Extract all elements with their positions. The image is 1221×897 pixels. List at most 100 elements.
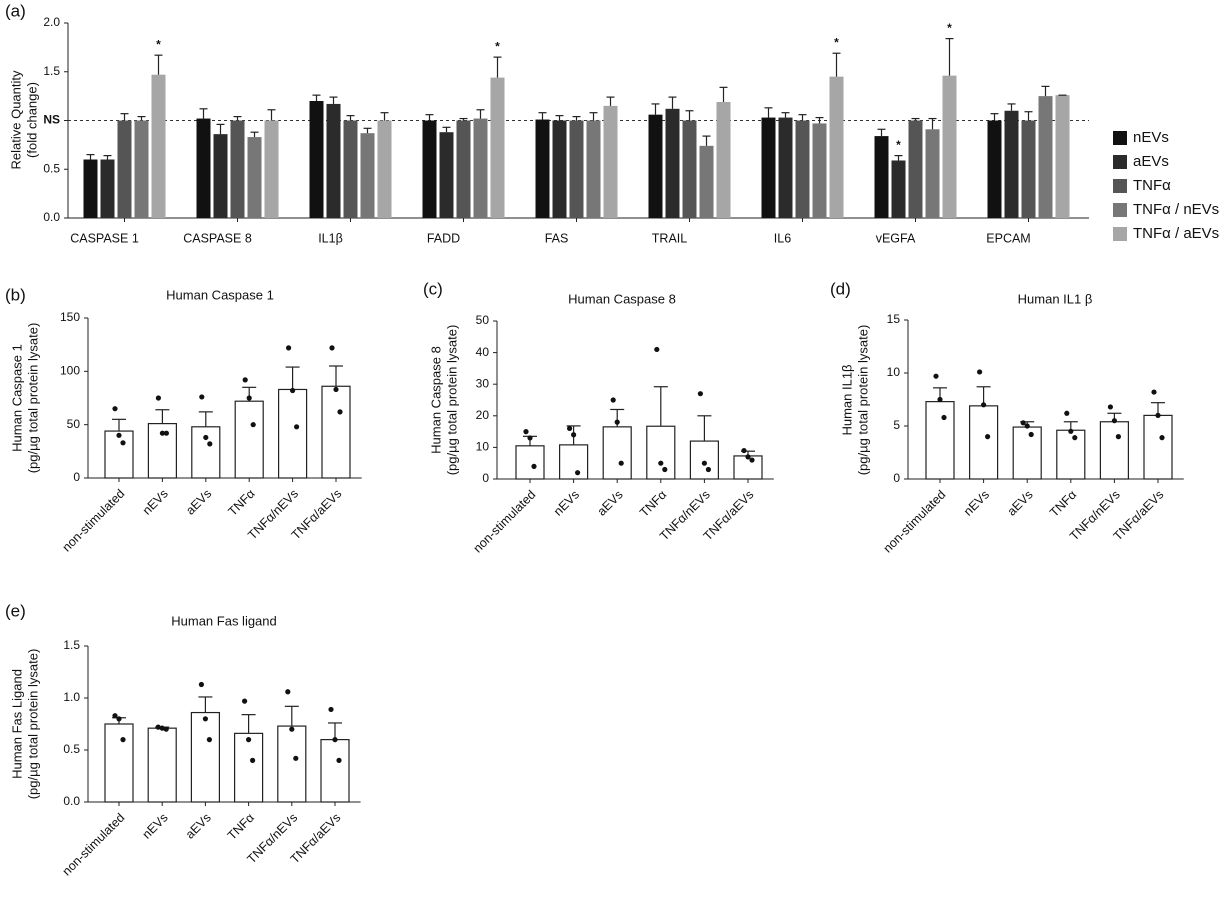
bar: [343, 120, 358, 218]
bar: [321, 385, 351, 479]
x-tick-label: IL6: [774, 231, 791, 245]
bar: [134, 120, 149, 218]
data-point: [120, 440, 126, 446]
data-point: [293, 755, 299, 761]
y-tick-label: 15: [887, 312, 901, 326]
bar: [439, 132, 454, 218]
bar: [360, 133, 375, 218]
x-tick-label: non-stimulated: [60, 487, 128, 555]
data-point: [207, 441, 213, 447]
bar: [812, 123, 827, 218]
bar: [377, 120, 392, 218]
y-axis-label: Human Caspase 1: [9, 344, 24, 452]
x-tick-label: FAS: [545, 231, 569, 245]
data-point: [1151, 389, 1157, 395]
data-point: [571, 432, 577, 438]
bar: [1021, 120, 1036, 218]
data-point: [290, 387, 296, 394]
data-point: [941, 414, 947, 421]
bar: [100, 159, 115, 218]
legend-swatch: [1113, 203, 1127, 217]
bar: [1004, 110, 1019, 218]
chart-title: Human Caspase 1: [166, 287, 274, 302]
data-point: [159, 430, 165, 436]
y-tick-label: 150: [60, 310, 80, 324]
data-point: [933, 373, 939, 379]
annotation: *: [156, 37, 161, 51]
y-tick-label: 40: [476, 345, 490, 359]
y-tick-label: 0: [482, 471, 489, 485]
data-point: [1020, 420, 1026, 426]
bar: [104, 723, 134, 803]
data-point: [1155, 412, 1161, 418]
y-axis-label: Human IL1β: [839, 364, 854, 435]
y-tick-label: 100: [60, 364, 80, 378]
data-point: [1024, 423, 1030, 429]
panel-label: (c): [423, 279, 443, 298]
bar: [277, 725, 307, 803]
y-axis-label: (pg/µg total protein lysate): [855, 325, 870, 476]
x-tick-label: CASPASE 1: [70, 231, 139, 245]
x-tick-label: nEVs: [551, 488, 582, 519]
legend-swatch: [1113, 227, 1127, 241]
data-point: [333, 386, 339, 393]
annotation: *: [947, 21, 952, 35]
y-tick-label: 0.0: [63, 794, 80, 808]
bar: [602, 426, 632, 480]
data-point: [741, 447, 747, 454]
data-point: [163, 726, 169, 732]
data-point: [242, 698, 248, 704]
bar: [456, 120, 471, 218]
data-point: [285, 689, 291, 695]
y-axis-label: (pg/µg total protein lysate): [25, 323, 40, 474]
legend-swatch: [1113, 131, 1127, 145]
data-point: [206, 737, 212, 743]
bar: [552, 120, 567, 218]
data-point: [745, 454, 751, 460]
bar: [326, 103, 341, 218]
data-point: [575, 470, 581, 476]
bar: [320, 738, 350, 803]
data-point: [977, 369, 983, 375]
bar: [558, 444, 589, 480]
data-point: [697, 391, 704, 397]
annotation: *: [495, 39, 500, 53]
bar: [535, 119, 550, 218]
data-point: [1159, 435, 1165, 441]
bar: [908, 120, 923, 218]
data-point: [985, 434, 991, 440]
data-point: [527, 435, 533, 441]
y-tick-label: 10: [887, 365, 901, 379]
bar: [490, 77, 505, 218]
data-point: [1111, 418, 1117, 424]
data-point: [662, 466, 668, 473]
data-point: [531, 463, 537, 469]
bar: [117, 120, 132, 218]
data-point: [242, 377, 248, 383]
x-tick-label: TNFα: [225, 811, 257, 843]
legend-label: TNFα / nEVs: [1133, 201, 1219, 218]
data-point: [116, 716, 122, 722]
data-point: [336, 757, 342, 764]
x-tick-label: aEVs: [1005, 488, 1036, 519]
data-point: [332, 737, 338, 743]
bar: [104, 430, 134, 479]
panel-label: (e): [5, 601, 26, 620]
y-tick-label: 5: [893, 418, 900, 432]
data-point: [289, 726, 295, 732]
legend-label: nEVs: [1133, 129, 1169, 146]
data-point: [112, 713, 118, 719]
data-point: [1028, 431, 1034, 438]
bar: [795, 120, 810, 218]
data-point: [294, 424, 300, 430]
y-tick-label: 50: [67, 417, 81, 431]
legend-swatch: [1113, 155, 1127, 169]
x-tick-label: IL1β: [318, 231, 343, 245]
bar: [278, 388, 308, 479]
x-tick-label: nEVs: [961, 488, 992, 519]
chart-title: Human Fas ligand: [171, 613, 277, 628]
bar: [648, 114, 663, 218]
bar: [147, 727, 177, 803]
annotation: *: [834, 35, 839, 49]
